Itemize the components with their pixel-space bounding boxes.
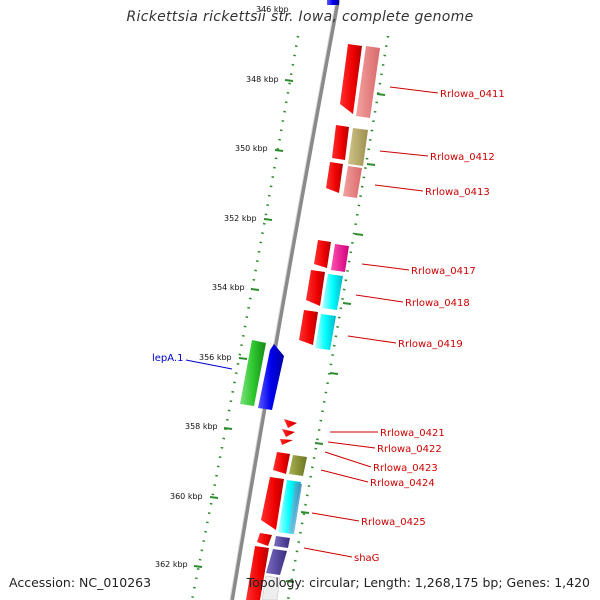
leader-rrlowa-0417 [361, 263, 410, 271]
gene-rrlowa-0421 [284, 419, 297, 428]
gene-rrlowa-0417-pair [331, 244, 349, 272]
tick-label-346: 346 kbp [256, 5, 289, 14]
gene-rrlowa-0424 [273, 452, 290, 474]
label-rrlowa-0424[interactable]: Rrlowa_0424 [370, 478, 435, 489]
scale-tick-348: 348 kbp [246, 75, 294, 84]
gene-rrlowa-0412 [332, 125, 349, 160]
label-rrlowa-0419[interactable]: Rrlowa_0419 [398, 339, 463, 350]
gene-rrlowa-0418-pair [322, 274, 343, 310]
forward-strand-genes [246, 44, 380, 600]
topology-info: Topology: circular; Length: 1,268,175 bp… [246, 575, 590, 590]
label-rrlowa-0413[interactable]: Rrlowa_0413 [425, 187, 490, 198]
genome-backbone-highlight [229, 0, 337, 600]
gene-rrlowa-0417 [314, 240, 331, 268]
leader-rrlowa-0419 [347, 335, 397, 344]
scale-tick-350: 350 kbp [235, 144, 284, 153]
gene-top-blue [327, 0, 339, 5]
reverse-strand-genes [240, 340, 284, 410]
tick-label-348: 348 kbp [246, 75, 279, 84]
tick-label-354: 354 kbp [212, 283, 245, 292]
label-rrlowa-0422[interactable]: Rrlowa_0422 [377, 444, 442, 455]
leader-rrlowa-0423 [324, 451, 372, 468]
gene-rrlowa-0412-pair [348, 128, 368, 166]
gene-rrlowa-0423 [280, 439, 293, 445]
leader-rrlowa-0425 [311, 512, 360, 522]
scale-tick-352: 352 kbp [224, 214, 273, 223]
leader-rrlowa-0413 [374, 184, 424, 192]
tick-label-358: 358 kbp [185, 422, 218, 431]
label-rrlowa-0417[interactable]: Rrlowa_0417 [411, 266, 476, 277]
label-rrlowa-0421[interactable]: Rrlowa_0421 [380, 428, 445, 439]
gene-shag [257, 533, 272, 546]
gene-lepa1 [240, 340, 266, 406]
leader-rrlowa-0412 [379, 150, 429, 157]
gene-rrlowa-0422 [282, 429, 295, 437]
scale-tick-360: 360 kbp [170, 492, 219, 501]
tick-label-356: 356 kbp [199, 353, 232, 362]
tick-label-362: 362 kbp [155, 560, 188, 569]
tick-label-360: 360 kbp [170, 492, 203, 501]
scale-tick-346: 346 kbp [256, 5, 289, 14]
gene-bottom-white [261, 575, 281, 600]
leader-shag [303, 547, 353, 558]
gene-shag-pair [274, 536, 290, 548]
label-rrlowa-0412[interactable]: Rrlowa_0412 [430, 152, 495, 163]
gene-bottom-purple [266, 549, 287, 575]
gene-rrlowa-0425 [261, 477, 284, 530]
gene-rrlowa-0418 [306, 270, 325, 306]
label-rrlowa-0418[interactable]: Rrlowa_0418 [405, 298, 470, 309]
label-lepa1[interactable]: lepA.1 [152, 353, 183, 364]
gene-rrlowa-0413-pair [343, 166, 362, 198]
gene-rrlowa-0425-pair-b [288, 483, 302, 534]
label-leaders [185, 86, 439, 558]
leader-rrlowa-0424 [320, 469, 369, 483]
gene-rrlowa-0424-pair [289, 455, 307, 476]
map-title: Rickettsia rickettsii str. Iowa, complet… [126, 9, 474, 25]
leader-rrlowa-0422 [327, 441, 376, 449]
label-rrlowa-0411[interactable]: Rrlowa_0411 [440, 89, 505, 100]
tick-label-352: 352 kbp [224, 214, 257, 223]
outer-ring-ticks [285, 93, 386, 583]
gene-rrlowa-0411 [340, 44, 362, 114]
gene-bottom-red [246, 546, 269, 600]
genome-backbone [230, 0, 340, 600]
tick-label-350: 350 kbp [235, 144, 268, 153]
leader-lepa1 [185, 359, 233, 370]
scale-tick-356: 356 kbp [199, 353, 248, 362]
scale-tick-358: 358 kbp [185, 422, 233, 431]
gene-labels: Rrlowa_0411 Rrlowa_0412 Rrlowa_0413 Rrlo… [152, 89, 505, 564]
inner-dotted-track [190, 35, 300, 600]
gene-rrlowa-0413 [326, 162, 343, 193]
gene-rrlowa-0419 [299, 310, 318, 345]
label-rrlowa-0423[interactable]: Rrlowa_0423 [373, 463, 438, 474]
scale-tick-362: 362 kbp [155, 560, 203, 569]
scale-tick-354: 354 kbp [212, 283, 260, 292]
label-shag[interactable]: shaG [354, 553, 379, 564]
gene-rrlowa-0411-pair [356, 46, 380, 118]
leader-rrlowa-0411 [389, 86, 439, 94]
leader-rrlowa-0418 [355, 294, 404, 303]
label-rrlowa-0425[interactable]: Rrlowa_0425 [361, 517, 426, 528]
gene-lepa1-pair [258, 344, 284, 410]
accession-info: Accession: NC_010263 [9, 575, 152, 590]
scale-ticks: 346 kbp 348 kbp 350 kbp 352 kbp 354 kbp … [155, 5, 294, 569]
gene-rrlowa-0419-pair [315, 314, 336, 350]
